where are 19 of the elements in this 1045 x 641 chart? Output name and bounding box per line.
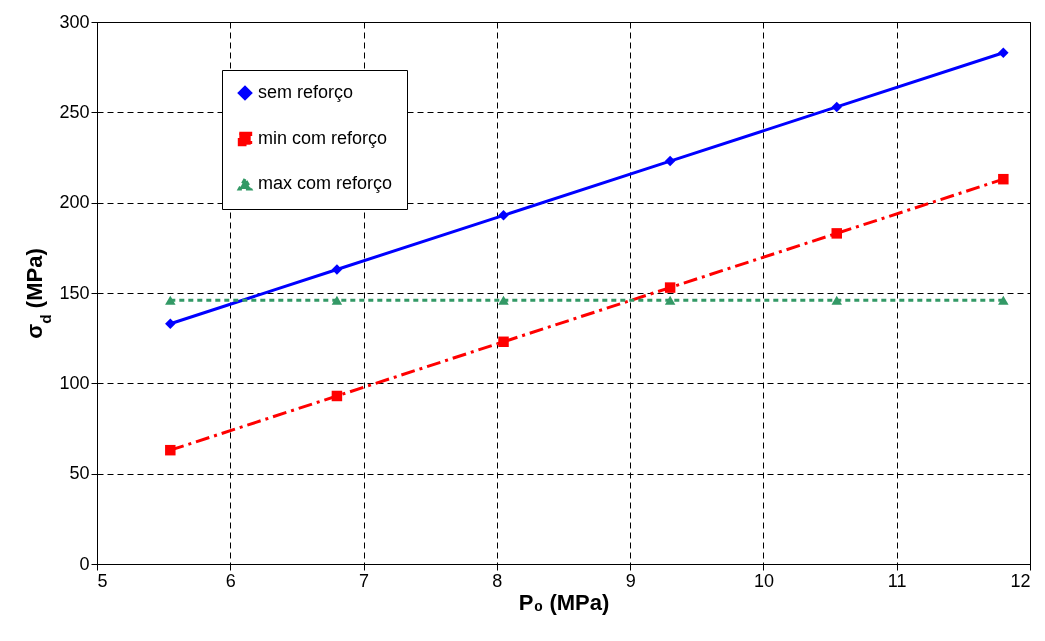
y-tick-label: 300	[59, 11, 90, 32]
y-tick-label: 100	[59, 372, 90, 393]
x-tick-label: 12	[1010, 570, 1031, 591]
x-tick-label: 10	[753, 570, 774, 591]
legend-label: min com reforço	[258, 128, 388, 148]
y-tick-label: 0	[79, 553, 90, 574]
legend-label: sem reforço	[258, 82, 354, 102]
x-axis-title: P₀ (MPa)	[518, 589, 610, 615]
y-tick-label: 150	[59, 282, 90, 303]
legend-label: max com reforço	[258, 173, 393, 193]
x-tick-label: 7	[359, 570, 370, 591]
y-tick-label: 50	[69, 463, 90, 484]
x-tick-label: 11	[887, 570, 907, 591]
y-tick-label: 200	[59, 192, 90, 213]
x-tick-label: 6	[225, 570, 236, 591]
y-tick-label: 250	[59, 101, 90, 122]
x-tick-label: 9	[625, 570, 636, 591]
x-tick-label: 8	[492, 570, 503, 591]
x-tick-label: 5	[97, 570, 108, 591]
